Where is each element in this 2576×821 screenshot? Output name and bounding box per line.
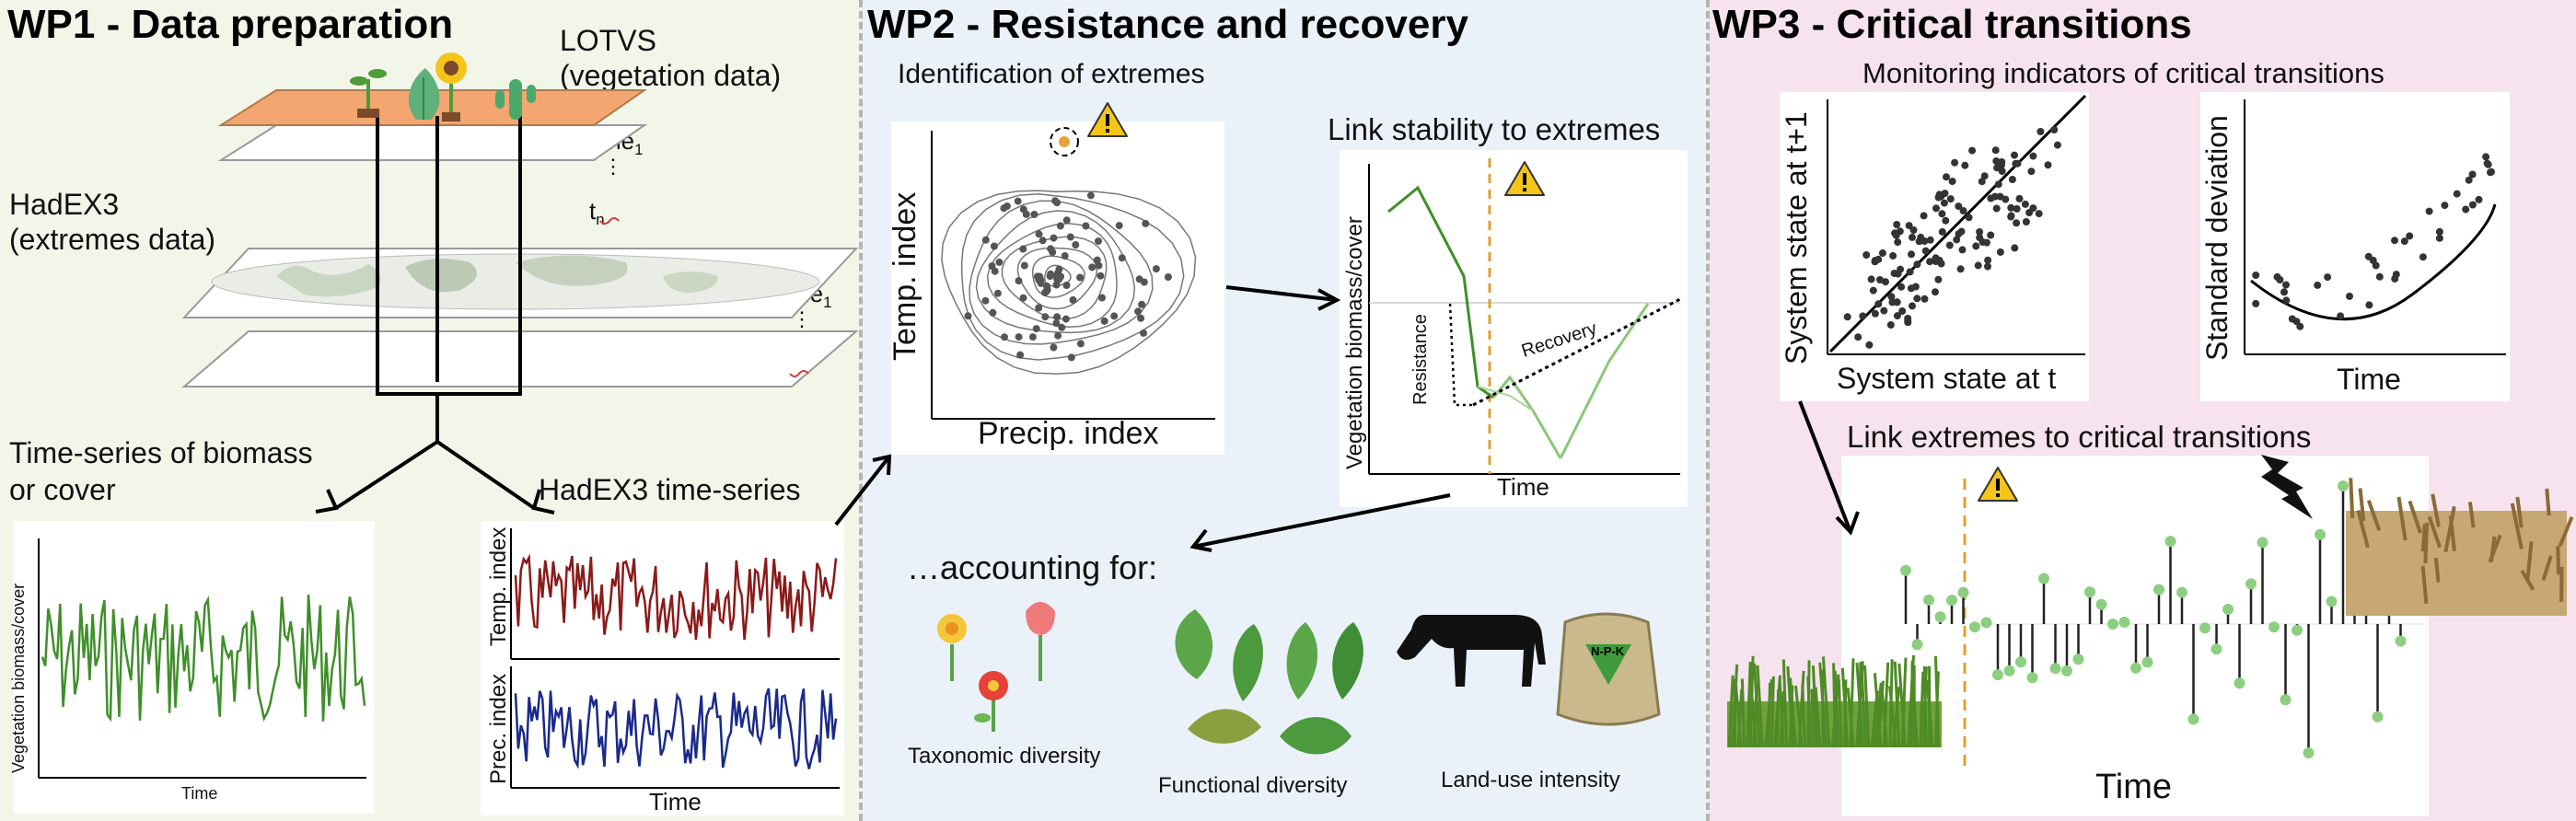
functional-label: Functional diversity	[1158, 773, 1348, 798]
warning-icon	[1087, 102, 1128, 137]
hadex-series	[510, 528, 840, 789]
accounting-label: …accounting for:	[907, 549, 1158, 586]
wp2-title: WP2 - Resistance and recovery	[867, 2, 1468, 47]
fertilizer-bag-icon: N-P-K	[1556, 612, 1661, 726]
monitoring-label: Monitoring indicators of critical transi…	[1862, 57, 2385, 89]
tn-top-label: tn	[589, 197, 605, 228]
leaf-icon	[408, 68, 440, 120]
cactus-icon	[495, 79, 536, 120]
sd-scatter	[2244, 99, 2506, 355]
wp3-title: WP3 - Critical transitions	[1712, 2, 2192, 47]
scatter-xlabel: Precip. index	[978, 416, 1159, 451]
divider-2	[1706, 0, 1710, 821]
hadex-plot	[481, 521, 844, 815]
wp1-arrows	[315, 440, 892, 526]
lotvs-label: LOTVS	[560, 24, 656, 57]
dead-crop-image	[2346, 478, 2574, 616]
link-extremes-label: Link extremes to critical transitions	[1847, 420, 2312, 454]
stability-xlabel: Time	[1497, 473, 1549, 501]
lotvs-sublabel: (vegetation data)	[560, 59, 782, 92]
extremes-scatter	[931, 102, 1215, 420]
wp2-arrows	[1189, 285, 1451, 552]
identification-label: Identification of extremes	[898, 59, 1205, 89]
divider-1	[859, 0, 863, 821]
lotvs-layer-bottom	[217, 124, 648, 161]
wp1-title: WP1 - Data preparation	[7, 2, 454, 47]
landuse-label: Land-use intensity	[1441, 768, 1620, 792]
taxonomic-label: Taxonomic diversity	[908, 744, 1101, 769]
sunflower-icon	[435, 52, 467, 121]
flower-icon	[937, 602, 1055, 732]
hadex-label: HadEX3	[9, 188, 120, 221]
hadex-sublabel: (extremes data)	[9, 223, 216, 256]
state-scatter	[1827, 94, 2087, 355]
wp3-arrow	[1798, 400, 1860, 536]
hadex-timeseries-label: HadEX3 time-series	[539, 473, 801, 506]
lightning-icon	[2261, 455, 2313, 519]
transition-xlabel: Time	[2095, 768, 2173, 806]
link-stability-label: Link stability to extremes	[1328, 112, 1661, 146]
biomass-xlabel: Time	[181, 784, 218, 803]
biomass-series	[38, 538, 366, 779]
plant-icon	[350, 69, 387, 118]
sd-xlabel: Time	[2337, 363, 2401, 396]
sd-plot	[2200, 92, 2510, 401]
layer-stack: ⋮ ⋮	[181, 52, 859, 442]
svg-text:⋮: ⋮	[792, 307, 812, 330]
leaf-icon	[1175, 609, 1363, 755]
stability-chart	[1368, 158, 1681, 475]
svg-text:N-P-K: N-P-K	[1591, 644, 1625, 658]
cow-icon	[1397, 615, 1546, 687]
timeseries-label: Time-series of biomass	[9, 436, 313, 469]
state-xlabel: System state at t	[1837, 362, 2057, 395]
timeseries-sublabel: or cover	[9, 473, 116, 506]
hadex-xlabel: Time	[649, 788, 702, 815]
transition-chart	[1900, 455, 2423, 771]
svg-text:⋮: ⋮	[603, 155, 623, 178]
grass-image	[1727, 654, 1942, 748]
